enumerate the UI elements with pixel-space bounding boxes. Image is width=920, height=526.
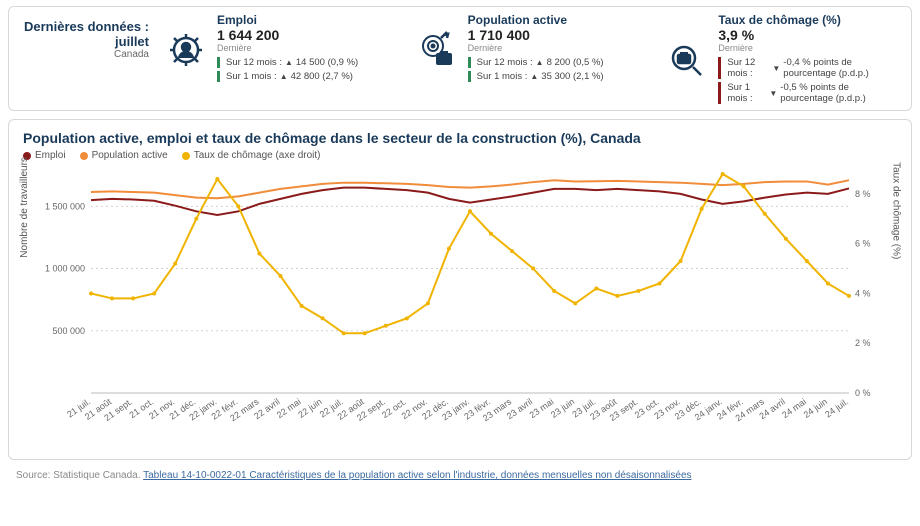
chart-title: Population active, emploi et taux de chô… xyxy=(23,130,897,146)
delta-12m: Sur 12 mois :▲14 500 (0,9 %) xyxy=(217,57,400,68)
source-link[interactable]: Tableau 14-10-0022-01 Caractéristiques d… xyxy=(143,470,691,481)
svg-text:6 %: 6 % xyxy=(855,239,871,249)
chart-card: Population active, emploi et taux de chô… xyxy=(8,119,912,460)
target-briefcase-icon xyxy=(414,13,460,82)
legend-chomage: Taux de chômage (axe droit) xyxy=(182,150,321,161)
latest-region: Canada xyxy=(19,49,149,60)
metric-value: 1 710 400 xyxy=(468,27,651,43)
metric-value: 1 644 200 xyxy=(217,27,400,43)
latest-label: Dernières données : xyxy=(19,19,149,34)
svg-text:8 %: 8 % xyxy=(855,189,871,199)
delta-1m: Sur 1 mois :▲42 800 (2,7 %) xyxy=(217,71,400,82)
svg-text:4 %: 4 % xyxy=(855,288,871,298)
svg-text:22 mai: 22 mai xyxy=(275,396,303,420)
summary-card: Dernières données : juillet Canada Emplo… xyxy=(8,6,912,111)
source-prefix: Source: Statistique Canada. xyxy=(16,470,143,481)
svg-text:24 juil.: 24 juil. xyxy=(823,396,850,419)
gear-person-icon xyxy=(163,13,209,82)
line-chart: 500 000 1 000 000 1 500 000 0 % 2 % 4 % 6 % 8 %… xyxy=(23,163,893,453)
latest-data-block: Dernières données : juillet Canada xyxy=(19,13,149,60)
metric-label: Taux de chômage (%) xyxy=(718,13,901,27)
svg-text:23 juin: 23 juin xyxy=(549,396,576,419)
metric-population-active: Population active 1 710 400 Dernière Sur… xyxy=(414,13,651,82)
metric-emploi: Emploi 1 644 200 Dernière Sur 12 mois :▲… xyxy=(163,13,400,82)
svg-text:1 000 000: 1 000 000 xyxy=(45,264,85,274)
svg-text:0 %: 0 % xyxy=(855,388,871,398)
chart-area: Nombre de travailleurs Taux de chômage (… xyxy=(23,163,897,453)
magnifier-briefcase-icon xyxy=(664,13,710,104)
legend-popactive: Population active xyxy=(80,150,168,161)
svg-text:24 juin: 24 juin xyxy=(802,396,829,419)
metric-sub: Dernière xyxy=(718,43,901,53)
delta-12m: Sur 12 mois :▲8 200 (0,5 %) xyxy=(468,57,651,68)
svg-text:1 500 000: 1 500 000 xyxy=(45,201,85,211)
metric-label: Population active xyxy=(468,13,651,27)
metric-sub: Dernière xyxy=(217,43,400,53)
metric-label: Emploi xyxy=(217,13,400,27)
y-axis-left-label: Nombre de travailleurs xyxy=(19,157,30,258)
delta-12m: Sur 12 mois :▼-0,4 % points de pourcenta… xyxy=(718,57,901,79)
y-axis-right-label: Taux de chômage (%) xyxy=(890,162,901,259)
latest-month: juillet xyxy=(19,34,149,49)
delta-1m: Sur 1 mois :▼-0,5 % points de pourcentag… xyxy=(718,82,901,104)
svg-text:22 juin: 22 juin xyxy=(296,396,323,419)
metric-value: 3,9 % xyxy=(718,27,901,43)
chart-legend: Emploi Population active Taux de chômage… xyxy=(23,150,897,161)
metric-sub: Dernière xyxy=(468,43,651,53)
svg-text:500 000: 500 000 xyxy=(52,326,85,336)
metric-chomage: Taux de chômage (%) 3,9 % Dernière Sur 1… xyxy=(664,13,901,104)
svg-text:2 %: 2 % xyxy=(855,338,871,348)
delta-1m: Sur 1 mois :▲35 300 (2,1 %) xyxy=(468,71,651,82)
source-line: Source: Statistique Canada. Tableau 14-1… xyxy=(0,466,920,485)
